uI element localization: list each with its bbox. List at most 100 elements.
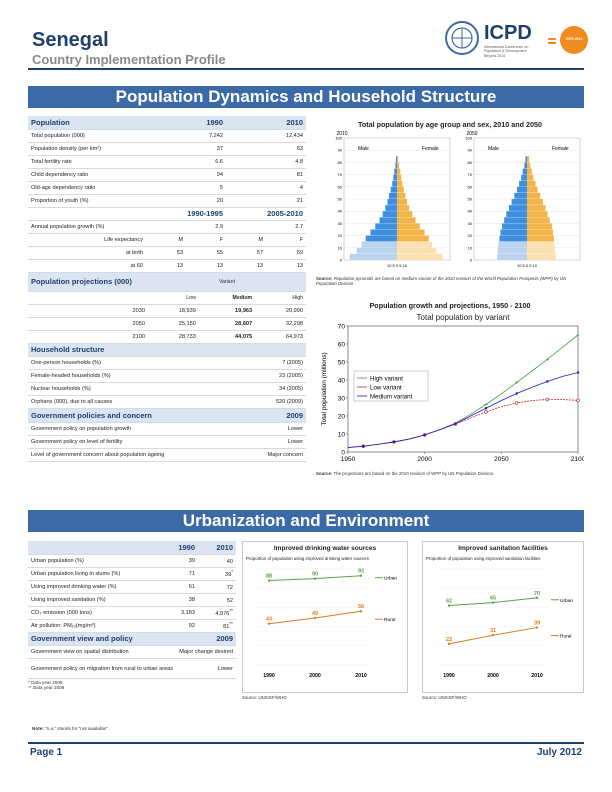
female-bar — [527, 223, 552, 230]
table-row: Nuclear households (%) 34 (2005) — [28, 382, 306, 396]
data-point — [359, 574, 363, 577]
female-bar — [527, 229, 553, 236]
x-tick-label: 2000 — [417, 456, 432, 463]
table-row: 2030 18,939 19,963 20,990 — [28, 304, 306, 318]
data-point — [546, 380, 549, 383]
female-bar — [397, 156, 399, 163]
data-point — [359, 610, 363, 613]
male-bar — [506, 211, 527, 217]
table-row: Urban population living in slums (%) 71 39… — [28, 567, 236, 581]
header-logos: ICPD International Conference on Populat… — [440, 18, 590, 64]
male-bar — [394, 168, 397, 175]
urban-table: 1990 2010 Urban population (%) 39 40 Urban … — [28, 541, 236, 690]
legend-female: Female — [422, 146, 439, 152]
sanitation-chart-subtitle: Proportion of population using improved … — [426, 556, 541, 561]
data-point — [447, 604, 451, 607]
data-label: 43 — [266, 617, 272, 623]
data-point — [447, 642, 451, 646]
male-bar — [395, 162, 397, 169]
legend-female: Female — [552, 146, 569, 152]
female-bar — [527, 180, 536, 187]
period-header: 1990-1995 2005-2010 — [28, 207, 306, 221]
pyramid-source: Source: Population pyramids are based on… — [316, 276, 567, 286]
policies-title: Government policies and concern — [28, 409, 243, 423]
male-bar — [525, 156, 527, 163]
y-tick-label: 70 — [338, 172, 343, 177]
y-tick-label: 20 — [468, 233, 473, 238]
male-bar — [514, 192, 527, 199]
x-tick-label: 1990 — [443, 673, 455, 679]
male-bar — [511, 199, 527, 205]
female-bar — [527, 205, 546, 211]
table-row: Population density (per km²) 37 63 — [28, 142, 306, 156]
profile-subtitle: Country Implementation Profile — [32, 52, 226, 67]
y-tick-label: 40 — [338, 209, 343, 214]
legend-label: Rural — [560, 634, 571, 640]
x-tick-label: 2000 — [309, 673, 321, 679]
data-label: 22 — [446, 637, 452, 643]
y-tick-label: 50 — [338, 360, 346, 367]
pyramid-year: 2050 — [466, 131, 477, 137]
water-chart-title: Improved drinking water sources — [273, 545, 377, 552]
y-tick-label: 0 — [470, 258, 473, 263]
data-point — [545, 357, 549, 361]
male-bar — [519, 180, 527, 187]
pyramid-title: Total population by age group and sex, 2… — [358, 120, 542, 129]
table-row: Using improved sanitation (%) 38 52 — [28, 593, 236, 607]
y-tick-label: 40 — [468, 209, 473, 214]
male-bar — [497, 253, 527, 260]
y-tick-label: 20 — [338, 414, 346, 421]
y-tick-label: 100 — [335, 136, 342, 141]
y-tick-label: 70 — [338, 324, 346, 331]
male-bar — [395, 156, 397, 163]
sanitation-chart: 62 65 70 Urban 22 31 39 Rural 1990 2000 2010 — [437, 568, 573, 679]
country-title: Senegal — [32, 29, 109, 51]
male-bar — [497, 247, 527, 254]
y-tick-label: 30 — [338, 221, 343, 226]
table-row: Annual population growth (%) 2.9 2.7 — [28, 220, 306, 234]
series-line-medium-variant — [347, 372, 579, 448]
y-tick-label: 90 — [338, 148, 343, 153]
footnote: * Data year 2009 — [28, 680, 63, 685]
series-line-low-variant — [347, 399, 579, 448]
y-tick-label: 100 — [465, 136, 472, 141]
footnote: ** Data year 2008 — [28, 685, 65, 690]
female-bar — [527, 156, 530, 163]
sanitation-chart-title: Improved sanitation facilities — [458, 545, 548, 552]
male-bar — [356, 247, 397, 254]
data-point — [267, 622, 271, 625]
female-bar — [397, 211, 413, 217]
data-point — [267, 579, 271, 582]
male-bar — [504, 217, 527, 224]
x-tick-label: 2010 — [531, 673, 543, 679]
male-bar — [379, 217, 397, 224]
male-bar — [387, 199, 397, 205]
projections-title: Population projections (000) — [28, 273, 148, 292]
male-bar — [389, 192, 397, 199]
female-bar — [527, 247, 556, 254]
data-point — [545, 397, 550, 402]
y-tick-label: 30 — [468, 221, 473, 226]
section-banner-urbanization: Urbanization and Environment — [28, 510, 584, 532]
data-label: 49 — [312, 611, 318, 617]
data-label: 62 — [446, 598, 452, 604]
data-point — [576, 371, 580, 374]
table-row: at birth 53 55 57 59 — [28, 246, 306, 260]
female-bar — [397, 199, 408, 205]
table-row: Urban population (%) 39 40 — [28, 554, 236, 568]
table-row: CO₂ emission (000 tons) 3,183 4,976** — [28, 606, 236, 620]
table-row: Child dependency ratio 94 81 — [28, 168, 306, 182]
table-row: Government policy on population growth Lo… — [28, 422, 306, 436]
table-row: 2050 25,150 28,607 32,298 — [28, 317, 306, 331]
table-row: One-person households (%) 7 (2005) — [28, 356, 306, 370]
y-tick-label: 60 — [338, 184, 343, 189]
table-row: 2100 28,733 44,075 64,973 — [28, 330, 306, 344]
female-bar — [527, 241, 555, 248]
female-bar — [397, 168, 401, 175]
y-tick-label: 10 — [338, 432, 346, 439]
female-bar — [527, 217, 550, 224]
female-bar — [397, 186, 404, 193]
water-source: Source: UNICEF/WHO — [242, 695, 287, 700]
female-bar — [397, 247, 437, 254]
